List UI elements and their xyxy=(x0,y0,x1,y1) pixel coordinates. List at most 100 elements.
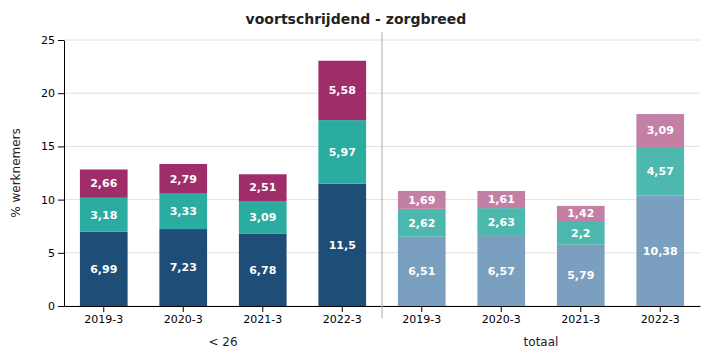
data-label: 2,51 xyxy=(249,181,276,194)
data-label: 4,57 xyxy=(647,165,674,178)
bar xyxy=(159,194,207,229)
data-label: 2,63 xyxy=(488,216,515,229)
bars xyxy=(80,61,366,306)
bar xyxy=(80,232,128,306)
x-tick-label: 2022-3 xyxy=(641,313,680,326)
x-tick-label: 2019-3 xyxy=(84,313,123,326)
bars xyxy=(398,114,684,306)
x-tick-mark xyxy=(580,306,581,312)
x-tick-mark xyxy=(501,306,502,312)
y-tick-mark xyxy=(58,200,64,201)
x-tick-label: 2021-3 xyxy=(243,313,282,326)
data-label: 3,09 xyxy=(647,124,674,137)
y-tick-mark xyxy=(58,93,64,94)
data-label: 5,58 xyxy=(329,84,356,97)
data-label: 1,42 xyxy=(567,207,594,220)
data-label: 5,97 xyxy=(329,146,356,159)
x-axis-title: < 26 xyxy=(208,335,237,349)
x-tick: 2020-3 xyxy=(164,306,203,326)
data-label: 11,5 xyxy=(329,239,356,252)
bar xyxy=(318,61,366,120)
chart: voortschrijdend - zorgbreed 6,99 7,23 6,78 1… xyxy=(0,0,712,360)
x-tick-mark xyxy=(183,306,184,312)
y-tick-label: 25 xyxy=(41,34,55,47)
y-tick-label: 10 xyxy=(41,194,55,207)
data-label: 1,69 xyxy=(408,194,435,207)
data-label: 6,99 xyxy=(90,263,117,276)
x-tick-label: 2020-3 xyxy=(482,313,521,326)
x-tick: 2022-3 xyxy=(641,306,680,326)
x-tick-mark xyxy=(660,306,661,312)
data-label: 6,78 xyxy=(249,264,276,277)
bar xyxy=(557,221,605,244)
bar xyxy=(398,237,446,306)
bar xyxy=(398,209,446,237)
bar xyxy=(477,236,525,306)
x-axis-title: totaal xyxy=(524,335,559,349)
x-axis-line xyxy=(65,306,383,307)
bar xyxy=(636,196,684,306)
bar xyxy=(80,169,128,197)
bar xyxy=(239,234,287,306)
data-label: 7,23 xyxy=(170,261,197,274)
bar xyxy=(159,164,207,194)
data-label: 3,33 xyxy=(170,205,197,218)
x-tick-mark xyxy=(342,306,343,312)
bar xyxy=(159,229,207,306)
data-label: 1,61 xyxy=(488,193,515,206)
x-tick-mark xyxy=(421,306,422,312)
bar xyxy=(557,244,605,306)
grid xyxy=(382,40,700,306)
bar xyxy=(557,206,605,221)
bar xyxy=(398,191,446,209)
bar xyxy=(318,184,366,306)
y-tick-label: 15 xyxy=(41,140,55,153)
y-tick: 25 xyxy=(41,34,64,47)
data-label: 2,79 xyxy=(170,173,197,186)
bar xyxy=(477,191,525,208)
title: voortschrijdend - zorgbreed xyxy=(246,11,467,27)
x-tick-label: 2022-3 xyxy=(323,313,362,326)
y-tick-mark xyxy=(58,253,64,254)
y-tick-label: 5 xyxy=(48,247,55,260)
x-axis-line xyxy=(383,306,701,307)
y-tick: 5 xyxy=(48,247,64,260)
y-axis-title: % werknemers xyxy=(9,128,23,218)
panel: 6,997,236,7811,53,183,333,095,972,662,79… xyxy=(9,34,383,349)
x-tick: 2019-3 xyxy=(402,306,441,326)
y-tick: 20 xyxy=(41,87,64,100)
bar xyxy=(239,174,287,201)
y-axis: 0 5 10 15 20 25 xyxy=(41,34,65,313)
grid-line xyxy=(64,40,382,41)
y-tick-label: 20 xyxy=(41,87,55,100)
grid-line xyxy=(382,93,700,94)
data-label: 6,51 xyxy=(408,265,435,278)
data-label: 3,09 xyxy=(249,211,276,224)
x-tick-mark xyxy=(262,306,263,312)
bar xyxy=(239,201,287,234)
x-axis: 2019-3 2020-3 2021-3 2022-3 xyxy=(65,306,383,326)
bar xyxy=(477,208,525,236)
bar xyxy=(636,114,684,147)
data-labels: 6,997,236,7811,53,183,333,095,972,662,79… xyxy=(90,84,356,276)
data-label: 6,57 xyxy=(488,265,515,278)
y-tick-label: 0 xyxy=(48,300,55,313)
y-tick: 10 xyxy=(41,194,64,207)
data-label: 2,62 xyxy=(408,217,435,230)
x-tick-label: 2021-3 xyxy=(561,313,600,326)
grid-line xyxy=(382,40,700,41)
bar xyxy=(636,147,684,196)
y-tick: 15 xyxy=(41,140,64,153)
panel: 6,516,575,7910,382,622,632,24,571,691,61… xyxy=(382,32,701,349)
x-axis: 2019-3 2020-3 2021-3 2022-3 xyxy=(383,306,701,326)
y-tick-mark xyxy=(58,40,64,41)
grid xyxy=(64,40,382,306)
x-tick: 2019-3 xyxy=(84,306,123,326)
y-tick-mark xyxy=(58,146,64,147)
x-tick: 2021-3 xyxy=(561,306,600,326)
x-tick: 2021-3 xyxy=(243,306,282,326)
data-label: 5,79 xyxy=(567,269,594,282)
data-label: 10,38 xyxy=(643,245,678,258)
y-tick-mark xyxy=(58,306,64,307)
x-tick: 2022-3 xyxy=(323,306,362,326)
